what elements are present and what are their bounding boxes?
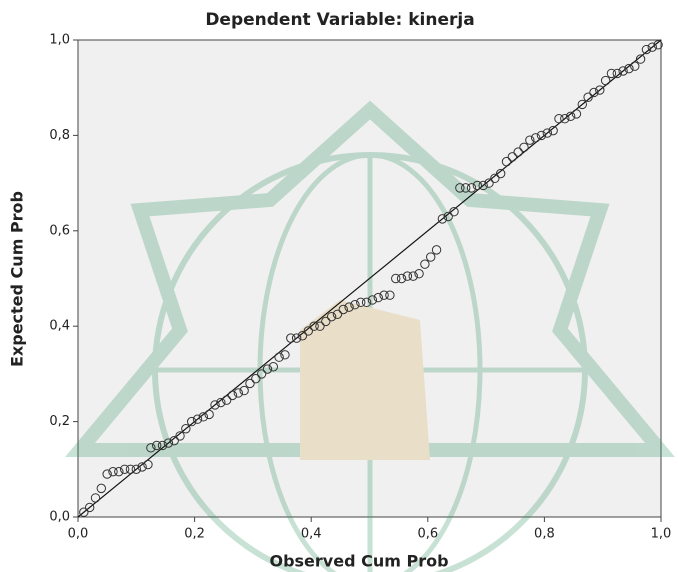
y-tick-label: 1,0 — [49, 33, 70, 48]
x-tick-label: 1,0 — [651, 527, 672, 542]
x-axis-label: Observed Cum Prob — [269, 552, 448, 571]
x-tick-label: 0,6 — [417, 527, 438, 542]
x-tick-label: 0,0 — [68, 527, 89, 542]
chart: Dependent Variable: kinerja Observed Cum… — [0, 0, 678, 572]
x-tick-label: 0,2 — [184, 527, 205, 542]
y-tick-label: 0,0 — [49, 510, 70, 525]
y-axis-label: Expected Cum Prob — [8, 191, 27, 367]
y-tick-label: 0,6 — [49, 223, 70, 238]
x-tick-label: 0,8 — [534, 527, 555, 542]
page: {"chart_data": {"type": "scatter", "titl… — [0, 0, 678, 572]
y-tick-label: 0,4 — [49, 319, 70, 334]
y-tick-label: 0,8 — [49, 128, 70, 143]
x-tick-label: 0,4 — [301, 527, 322, 542]
y-tick-label: 0,2 — [49, 414, 70, 429]
chart-title: Dependent Variable: kinerja — [205, 10, 474, 30]
